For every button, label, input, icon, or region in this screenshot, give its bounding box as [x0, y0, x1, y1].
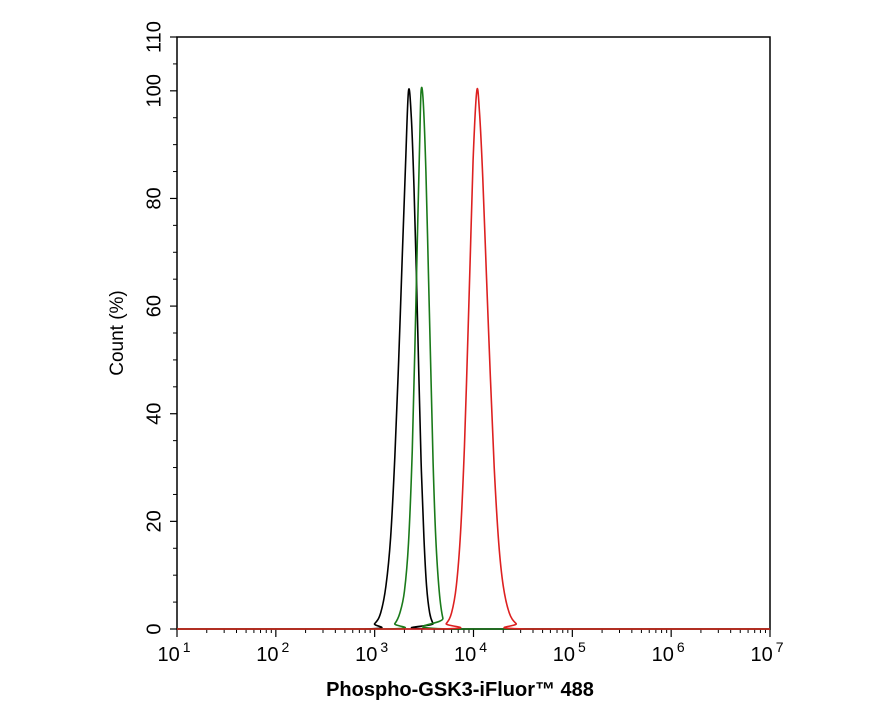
- plot-frame: [176, 36, 771, 630]
- x-tick-base: 10: [454, 644, 476, 666]
- x-tick-exponent: 3: [380, 639, 388, 655]
- y-axis-label: Count (%): [107, 290, 128, 376]
- x-tick-label: 10 4: [454, 639, 487, 666]
- x-tick-label: 10 1: [157, 639, 190, 666]
- x-tick-label: 10 2: [256, 639, 289, 666]
- y-tick-label: 100: [143, 74, 165, 107]
- x-tick-base: 10: [157, 644, 179, 666]
- x-tick-base: 10: [256, 644, 278, 666]
- series-line-2: [177, 87, 770, 630]
- x-tick-label: 10 7: [750, 639, 783, 666]
- x-tick-label: 10 5: [553, 639, 586, 666]
- x-tick-exponent: 7: [776, 639, 784, 655]
- x-tick-base: 10: [750, 644, 772, 666]
- x-tick-label: 10 3: [355, 639, 388, 666]
- x-tick-base: 10: [652, 644, 674, 666]
- x-tick-label: 10 6: [652, 639, 685, 666]
- y-tick-label: 40: [143, 403, 165, 425]
- histogram-series: [177, 86, 770, 630]
- y-tick-label: 110: [143, 21, 165, 53]
- y-tick-label: 80: [143, 187, 165, 209]
- x-tick-exponent: 6: [677, 639, 685, 655]
- y-tick-label: 20: [143, 510, 165, 532]
- series-line-0: [177, 88, 770, 630]
- x-axis-label: Phospho-GSK3-iFluor™ 488: [326, 679, 594, 701]
- y-tick-label: 0: [143, 623, 165, 634]
- x-tick-exponent: 5: [578, 639, 586, 655]
- x-tick-exponent: 4: [479, 639, 487, 655]
- y-tick-label: 60: [143, 295, 165, 317]
- x-tick-base: 10: [553, 644, 575, 666]
- x-tick-exponent: 2: [282, 639, 290, 655]
- series-line-1: [177, 86, 770, 630]
- x-tick-base: 10: [355, 644, 377, 666]
- x-tick-exponent: 1: [183, 639, 191, 655]
